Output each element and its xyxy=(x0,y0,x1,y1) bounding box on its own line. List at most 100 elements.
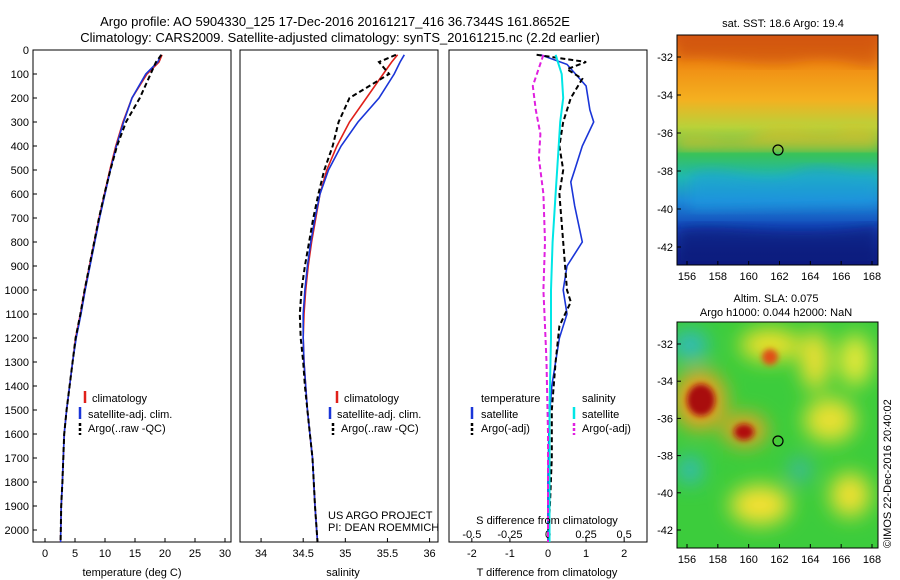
lon-tick-label: 162 xyxy=(770,554,788,566)
series-line-climatology xyxy=(302,54,399,543)
sla-map-title-line2: Argo h1000: 0.044 h2000: NaN xyxy=(700,307,852,319)
temperature-axes-frame xyxy=(32,49,232,543)
temperature-x-tick-label: 25 xyxy=(189,548,201,560)
legend-t-argo-label: Argo(-adj) xyxy=(481,423,530,435)
legend-temperature-title: temperature xyxy=(481,393,540,405)
lon-tick-label: 158 xyxy=(709,554,727,566)
depth-tick-label: 1000 xyxy=(5,285,29,297)
salinity-series xyxy=(298,53,405,543)
difference-series xyxy=(531,53,595,543)
legend-satellite-label: satellite-adj. clim. xyxy=(88,409,172,421)
lon-tick-label: 160 xyxy=(739,271,757,283)
lon-tick-label: 164 xyxy=(801,271,819,283)
temperature-legend: climatology satellite-adj. clim. Argo(..… xyxy=(78,391,172,435)
depth-tick-label: 0 xyxy=(23,45,29,57)
series-line-argo-raw-qc- xyxy=(59,54,163,543)
lat-tick-label: -36 xyxy=(657,413,673,425)
t-difference-tick-label: 2 xyxy=(621,548,627,560)
salinity-x-axis: 34 34.5 35 35.5 36 xyxy=(255,538,436,560)
s-difference-tick-label: 0.5 xyxy=(617,529,632,541)
depth-axis: 0 100 200 300 400 500 600 700 800 900 1000 1100 1200… xyxy=(5,45,37,537)
series-line-salinity-argo-adj- xyxy=(531,54,549,542)
depth-tick-label: 300 xyxy=(11,117,29,129)
series-line-temperature-argo-adj- xyxy=(536,53,587,543)
figure-title-line2: Climatology: CARS2009. Satellite-adjuste… xyxy=(80,30,600,45)
lon-tick-label: 162 xyxy=(770,271,788,283)
lon-tick-label: 166 xyxy=(832,554,850,566)
depth-tick-label: 1200 xyxy=(5,333,29,345)
difference-x-axis: -2 -1 0 1 2-0.5 -0.25 0 0.25 0.5 xyxy=(462,529,631,560)
depth-tick-label: 1100 xyxy=(5,309,29,321)
lon-tick-label: 168 xyxy=(863,271,881,283)
temperature-x-tick-label: 20 xyxy=(159,548,171,560)
legend-s-argo-label: Argo(-adj) xyxy=(582,423,631,435)
lat-tick-label: -32 xyxy=(657,52,673,64)
argo-float-marker xyxy=(772,435,784,447)
depth-tick-label: 900 xyxy=(11,261,29,273)
lat-tick-label: -36 xyxy=(657,128,673,140)
lon-tick-label: 156 xyxy=(678,271,696,283)
t-difference-label: T difference from climatology xyxy=(477,567,618,579)
depth-tick-label: 1400 xyxy=(5,381,29,393)
temperature-x-tick-label: 0 xyxy=(42,548,48,560)
s-difference-tick-label: -0.25 xyxy=(497,529,522,541)
legend-t-satellite-label: satellite xyxy=(481,409,518,421)
salinity-x-tick-label: 36 xyxy=(423,548,435,560)
lon-tick-label: 166 xyxy=(832,271,850,283)
sst-map-frame xyxy=(676,34,879,266)
legend-salinity-title: salinity xyxy=(582,393,616,405)
t-difference-tick-label: 1 xyxy=(583,548,589,560)
depth-tick-label: 200 xyxy=(11,93,29,105)
t-difference-tick-label: -1 xyxy=(505,548,515,560)
legend-satellite-label: satellite-adj. clim. xyxy=(337,409,421,421)
argo-float-marker xyxy=(772,144,784,156)
legend-climatology-label: climatology xyxy=(92,393,148,405)
lat-tick-label: -38 xyxy=(657,166,673,178)
depth-tick-label: 600 xyxy=(11,189,29,201)
lon-tick-label: 168 xyxy=(863,554,881,566)
sst-map-image xyxy=(677,35,878,265)
lat-tick-label: -42 xyxy=(657,525,673,537)
s-difference-label: S difference from climatology xyxy=(476,515,618,527)
series-line-salinity-satellite xyxy=(548,54,565,542)
temperature-x-tick-label: 5 xyxy=(72,548,78,560)
sla-map-lon-axis: 156 158 160 162 164 166 168 xyxy=(678,544,881,566)
figure-title-line1: Argo profile: AO 5904330_125 17-Dec-2016… xyxy=(100,14,570,29)
t-difference-tick-label: 0 xyxy=(545,548,551,560)
sst-map-title: sat. SST: 18.6 Argo: 19.4 xyxy=(722,18,844,30)
temperature-x-axis: 0 5 10 15 20 25 30 xyxy=(42,538,231,560)
difference-panel: -2 -1 0 1 2-0.5 -0.25 0 0.25 0.5 S difference fr… xyxy=(448,49,648,579)
difference-legend: temperature satellite Argo(-adj) salinit… xyxy=(470,393,631,435)
lat-tick-label: -40 xyxy=(657,204,673,216)
sla-map-lat-axis: -32 -34 -36 -38 -40 -42 xyxy=(657,339,681,537)
series-line-climatology xyxy=(59,54,163,543)
lon-tick-label: 160 xyxy=(739,554,757,566)
depth-tick-label: 400 xyxy=(11,141,29,153)
temperature-x-tick-label: 30 xyxy=(219,548,231,560)
lon-tick-label: 156 xyxy=(678,554,696,566)
salinity-axes-frame xyxy=(239,49,439,543)
legend-climatology-label: climatology xyxy=(344,393,400,405)
depth-tick-label: 1300 xyxy=(5,357,29,369)
lon-tick-label: 164 xyxy=(801,554,819,566)
salinity-x-tick-label: 35.5 xyxy=(377,548,398,560)
s-difference-tick-label: 0.25 xyxy=(575,529,596,541)
credit-project: US ARGO PROJECT xyxy=(328,510,433,522)
sst-map-lon-axis: 156 158 160 162 164 166 168 xyxy=(678,261,881,283)
sla-map-image xyxy=(677,322,878,548)
temperature-x-tick-label: 15 xyxy=(129,548,141,560)
salinity-panel: 34 34.5 35 35.5 36 salinity climatology sate… xyxy=(239,49,439,579)
depth-tick-label: 500 xyxy=(11,165,29,177)
temperature-panel: 0100200300400500600700800900100011001200… xyxy=(5,45,232,579)
lat-tick-label: -34 xyxy=(657,90,673,102)
sla-map-title-line1: Altim. SLA: 0.075 xyxy=(734,293,819,305)
temperature-xlabel: temperature (deg C) xyxy=(82,567,181,579)
legend-s-satellite-label: satellite xyxy=(582,409,619,421)
sla-map-frame xyxy=(676,321,879,549)
salinity-x-tick-label: 34.5 xyxy=(292,548,313,560)
series-line-satellite-adj-clim- xyxy=(302,54,405,543)
lat-tick-label: -32 xyxy=(657,339,673,351)
depth-tick-label: 1500 xyxy=(5,405,29,417)
temperature-series xyxy=(59,54,163,543)
